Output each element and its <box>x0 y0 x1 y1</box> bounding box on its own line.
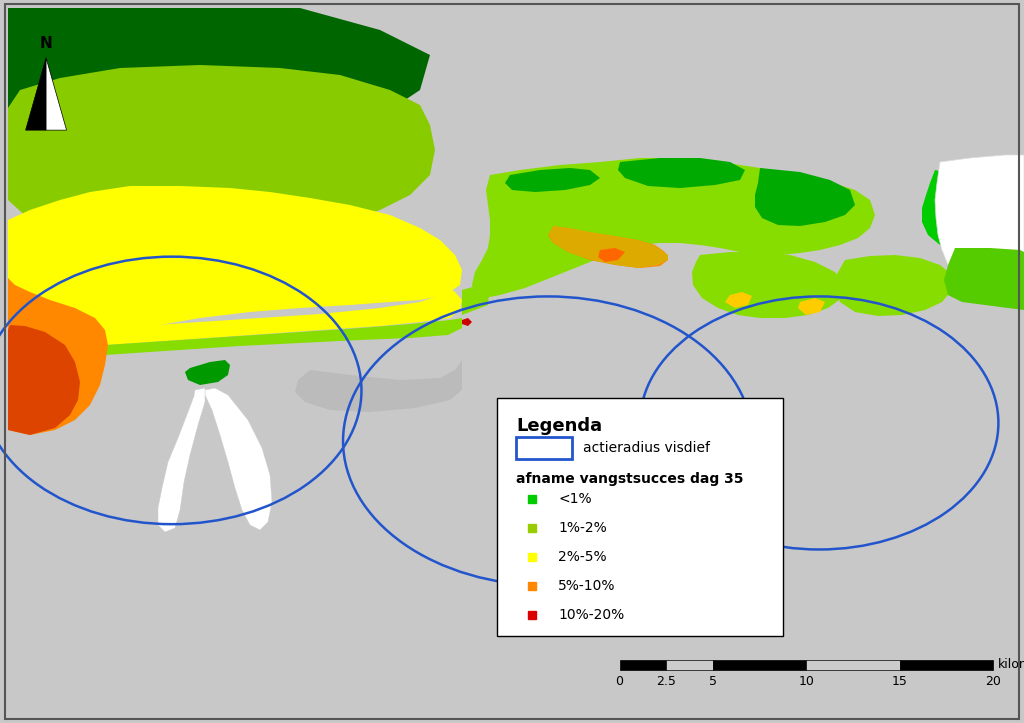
Polygon shape <box>205 388 272 530</box>
Polygon shape <box>185 360 230 385</box>
Polygon shape <box>922 170 1010 248</box>
Polygon shape <box>505 168 600 192</box>
Polygon shape <box>46 58 67 130</box>
Polygon shape <box>835 255 952 316</box>
Text: 10%-20%: 10%-20% <box>558 607 625 622</box>
Polygon shape <box>462 282 490 315</box>
Polygon shape <box>295 360 462 412</box>
Polygon shape <box>935 155 1024 278</box>
Text: kilometer: kilometer <box>997 658 1024 671</box>
Polygon shape <box>618 158 745 188</box>
Bar <box>516 437 572 459</box>
Text: Legenda: Legenda <box>516 417 602 435</box>
Polygon shape <box>598 248 625 262</box>
Text: 2%-5%: 2%-5% <box>558 549 606 564</box>
Bar <box>807 661 900 669</box>
Text: actieradius visdief: actieradius visdief <box>583 441 710 455</box>
Polygon shape <box>8 8 430 115</box>
Text: 0: 0 <box>615 675 624 688</box>
Polygon shape <box>8 285 462 345</box>
Text: 2.5: 2.5 <box>656 675 676 688</box>
Polygon shape <box>692 252 845 318</box>
Text: 15: 15 <box>892 675 908 688</box>
Bar <box>667 661 713 669</box>
Polygon shape <box>798 298 825 315</box>
Text: <1%: <1% <box>558 492 592 506</box>
Polygon shape <box>8 8 435 265</box>
Bar <box>713 661 807 669</box>
Polygon shape <box>548 230 668 268</box>
Text: N: N <box>40 35 52 51</box>
Text: 20: 20 <box>985 675 1001 688</box>
Polygon shape <box>462 318 472 326</box>
Text: 5: 5 <box>709 675 717 688</box>
Polygon shape <box>944 248 1024 310</box>
Polygon shape <box>8 186 462 345</box>
Text: 5%-10%: 5%-10% <box>558 578 615 593</box>
Text: 10: 10 <box>799 675 814 688</box>
Polygon shape <box>158 388 205 532</box>
Polygon shape <box>725 292 752 308</box>
Text: afname vangstsucces dag 35: afname vangstsucces dag 35 <box>516 472 743 486</box>
Text: 1%-2%: 1%-2% <box>558 521 607 535</box>
Polygon shape <box>549 226 668 268</box>
Polygon shape <box>472 158 874 298</box>
Polygon shape <box>8 260 108 435</box>
Polygon shape <box>8 325 80 435</box>
Bar <box>900 661 993 669</box>
FancyBboxPatch shape <box>497 398 783 636</box>
Polygon shape <box>8 318 462 360</box>
Bar <box>620 661 667 669</box>
Polygon shape <box>755 168 855 226</box>
Polygon shape <box>26 58 46 130</box>
